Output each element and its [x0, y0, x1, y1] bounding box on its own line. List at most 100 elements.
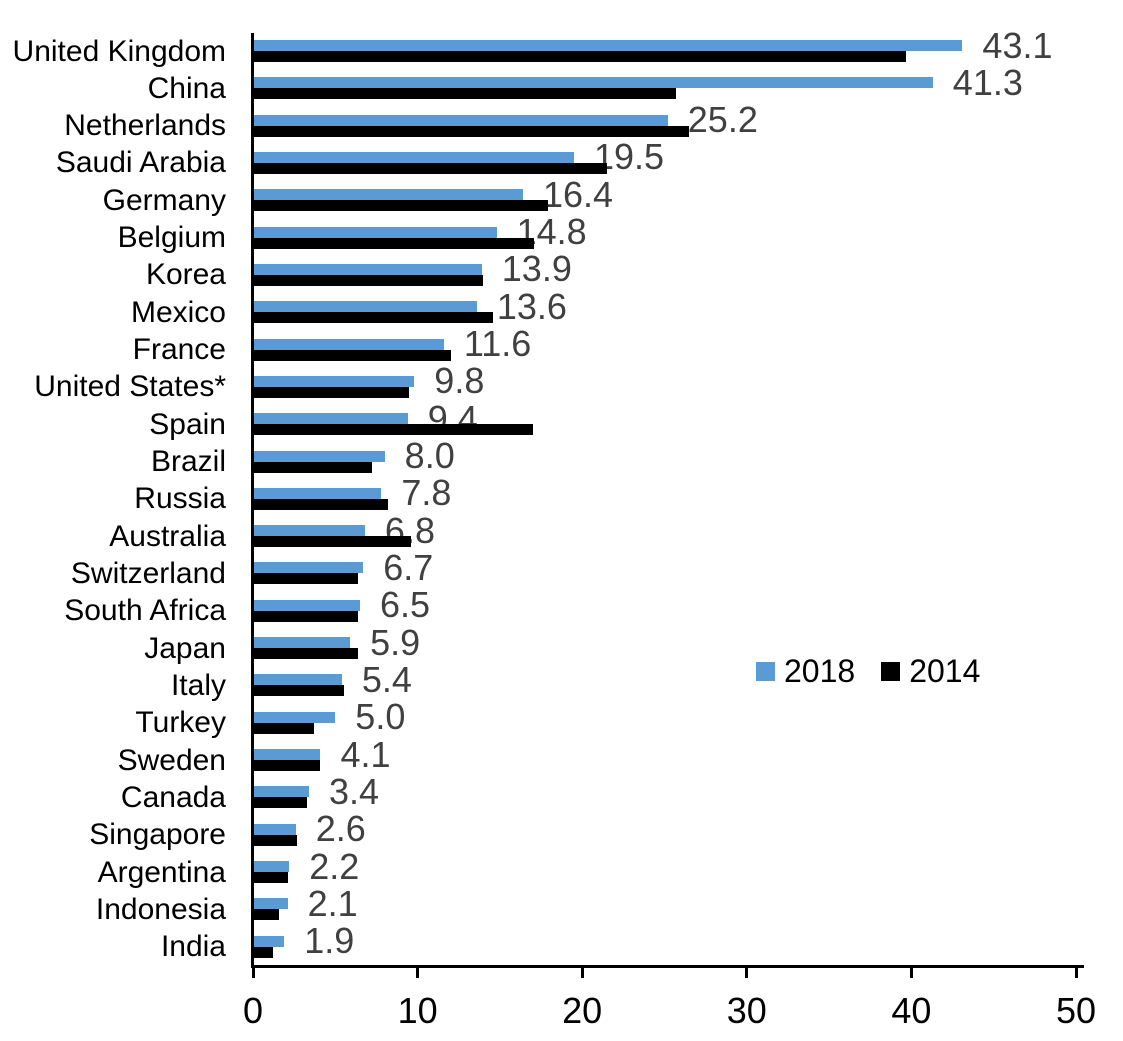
category-label: Italy: [170, 668, 226, 702]
bar-2018: [253, 562, 364, 574]
bar-2018: [253, 749, 321, 761]
category-label: Canada: [120, 780, 226, 814]
legend-swatch-2018-icon: [756, 661, 775, 681]
value-label: 2.1: [307, 882, 358, 924]
bar-2018: [253, 935, 285, 947]
category-label: Singapore: [89, 818, 226, 852]
category-label: Turkey: [135, 706, 226, 740]
bar-2018: [253, 861, 290, 873]
bar-2018: [253, 674, 342, 686]
x-tick-label: 20: [562, 990, 603, 1031]
bar-2018: [253, 151, 574, 163]
category-label: Germany: [102, 183, 226, 217]
bar-2018: [253, 823, 296, 835]
category-label: Australia: [109, 519, 226, 553]
bar-2014: [253, 424, 533, 436]
bar-2014: [253, 722, 314, 734]
value-label: 3.4: [328, 770, 379, 812]
bar-2014: [253, 685, 344, 697]
category-label: Belgium: [117, 221, 226, 255]
value-label: 11.6: [463, 323, 532, 365]
x-axis-line: [251, 965, 1084, 968]
category-label: Japan: [144, 631, 226, 665]
value-label: 43.1: [982, 24, 1053, 66]
bar-2018: [253, 487, 382, 499]
bar-2018: [253, 375, 415, 387]
value-label: 25.2: [687, 99, 758, 141]
bar-2018: [253, 898, 288, 910]
value-label: 13.6: [496, 285, 567, 327]
bar-2018: [253, 525, 365, 537]
y-axis-line: [251, 33, 254, 968]
category-label: Russia: [134, 482, 226, 516]
x-tick: [909, 965, 913, 978]
category-label: India: [160, 930, 226, 964]
bar-2014: [253, 312, 494, 324]
value-label: 6.7: [383, 546, 434, 588]
bar-2014: [253, 610, 359, 622]
legend-swatch-2014-icon: [881, 661, 901, 681]
bar-2018: [253, 189, 523, 201]
bar-2018: [253, 40, 963, 51]
category-label: France: [132, 333, 226, 367]
bar-2018: [253, 263, 482, 275]
bar-2018: [253, 637, 351, 649]
bar-2014: [253, 760, 321, 772]
x-tick: [1074, 965, 1078, 978]
value-label: 5.9: [370, 621, 421, 663]
bar-2014: [253, 797, 308, 809]
bar-2018: [253, 77, 933, 89]
bar-2018: [253, 301, 477, 313]
x-tick: [251, 965, 255, 978]
bar-2018: [253, 413, 408, 425]
bar-2014: [253, 88, 677, 100]
x-tick-label: 30: [726, 990, 767, 1031]
x-tick-label: 50: [1055, 990, 1097, 1031]
value-label: 1.9: [304, 920, 355, 962]
x-tick: [416, 965, 420, 978]
value-label: 16.4: [542, 173, 614, 215]
value-label: 7.8: [401, 472, 452, 514]
legend-item-2014: 2014: [881, 655, 980, 687]
x-tick-label: 0: [242, 990, 264, 1031]
bar-2014: [253, 162, 607, 174]
legend: 2018 2014: [756, 655, 980, 687]
value-label: 8.0: [404, 435, 455, 477]
bar-2014: [253, 51, 907, 62]
bar-2014: [253, 909, 280, 921]
value-label: 9.8: [434, 360, 485, 402]
x-tick: [580, 965, 584, 978]
category-label: Saudi Arabia: [55, 146, 226, 180]
legend-label-2018: 2018: [784, 653, 856, 689]
value-label: 13.9: [501, 248, 572, 290]
category-label: Korea: [145, 258, 226, 292]
value-label: 6.5: [379, 584, 431, 626]
bar-2014: [253, 498, 388, 510]
category-label: Mexico: [130, 295, 226, 329]
category-label: Sweden: [117, 743, 226, 777]
x-tick-label: 40: [891, 990, 932, 1031]
bar-2014: [253, 461, 372, 473]
category-label: Spain: [149, 407, 226, 441]
bar-2014: [253, 648, 359, 660]
bar-2018: [253, 338, 444, 350]
category-label: China: [147, 71, 226, 105]
value-label: 2.6: [315, 808, 366, 850]
category-label: Indonesia: [95, 892, 226, 926]
value-label: 4.1: [340, 733, 391, 775]
category-label: United States*: [34, 370, 226, 404]
value-label: 5.4: [361, 658, 412, 700]
category-label: United Kingdom: [12, 34, 226, 68]
x-tick: [745, 965, 749, 978]
legend-label-2014: 2014: [909, 653, 981, 689]
bar-2014: [253, 946, 273, 958]
category-label: Brazil: [150, 445, 226, 479]
value-label: 5.0: [355, 696, 406, 738]
category-label: Argentina: [97, 855, 226, 889]
category-label: Netherlands: [64, 109, 226, 143]
bar-2018: [253, 599, 360, 611]
bar-2014: [253, 349, 451, 361]
bar-2014: [253, 536, 412, 548]
bar-2018: [253, 450, 385, 462]
category-label: South Africa: [64, 594, 226, 628]
